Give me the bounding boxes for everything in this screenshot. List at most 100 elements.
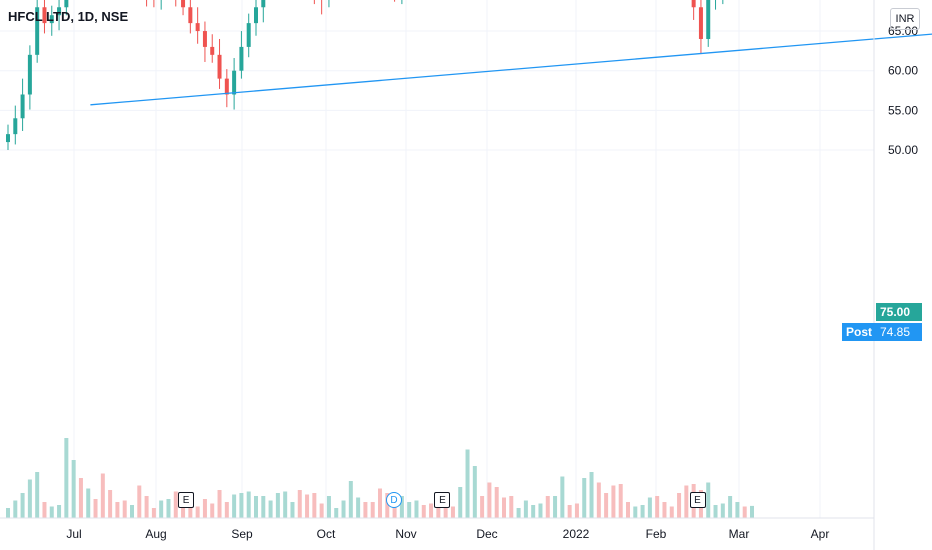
volume-bar [137,485,142,518]
volume-bar [640,505,645,518]
currency-button[interactable]: INR [890,8,920,30]
volume-bar [618,484,623,518]
last-price-tag: 75.00 [876,303,922,321]
x-tick-label: Dec [476,527,497,541]
volume-bar [494,487,499,518]
earnings-marker[interactable]: E [689,492,706,508]
volume-bar [480,496,485,518]
volume-bar [465,449,470,518]
volume-bar [538,503,543,518]
volume-bar [151,508,156,518]
volume-bar [392,503,397,518]
volume-bar [254,496,258,518]
candle-body [64,0,69,8]
volume-bar [341,500,346,518]
volume-bar [662,502,667,518]
candle-body [57,7,62,16]
x-tick-label: Apr [811,527,830,541]
volume-bar [356,497,361,518]
volume-bar [436,502,441,518]
volume-bar [188,502,193,518]
candle-body [239,46,244,71]
candle-body [202,31,207,47]
volume-bar [545,496,550,518]
volume-bar [611,485,616,518]
volume-bar [261,496,266,518]
volume-bar [429,503,434,518]
y-tick-label: 60.00 [888,64,918,78]
volume-bar [217,490,222,518]
volume-bar [239,493,244,518]
volume-bar [232,494,237,518]
volume-bar [421,505,426,518]
dividend-marker[interactable]: D [386,492,402,508]
volume-bar [414,500,419,518]
candles[interactable] [0,0,874,150]
volume-bar [108,490,113,518]
volume-bar [735,502,740,518]
volume-bar [35,472,40,518]
candle-body [254,7,258,24]
earnings-marker[interactable]: E [434,492,451,508]
volume-bar [720,503,725,518]
volume-bar [210,503,215,518]
candle-body [181,0,186,8]
volume-bar [290,502,295,518]
volume-bar [655,496,660,518]
volume-bar [531,505,536,518]
candle-body [210,46,215,55]
x-tick-label: Feb [646,527,667,541]
volume-bar [560,476,565,518]
volume-bar [348,481,353,518]
candle-body [188,7,193,24]
chart-title: HFCL LTD, 1D, NSE [8,9,129,24]
volume-bar [297,490,302,518]
volume-bar [275,493,280,518]
volume-bar [57,505,62,518]
candle-body [13,118,18,135]
volume-bar [42,502,47,518]
volume-bar [312,493,317,518]
volume-bar [224,502,229,518]
volume-bar [458,487,463,518]
x-tick-label: Sep [231,527,253,541]
volume-bar [553,496,558,518]
post-market-price: 74.85 [876,323,922,341]
volume-bar [246,491,251,518]
candle-body [706,0,711,39]
y-tick-label: 55.00 [888,103,918,117]
volume-bar [633,506,638,518]
candle-body [49,15,54,24]
volume-bar [750,505,754,518]
volume-bar [706,482,711,518]
volume-bar [443,508,448,518]
x-tick-label: Nov [395,527,416,541]
volume-bar [130,505,134,518]
channel-boundary [90,33,932,106]
volume-bar [13,500,18,518]
x-tick-label: Aug [145,527,166,541]
candle-body [217,54,222,79]
candle-body [35,7,40,55]
volume-bar [626,502,630,518]
volume-bar [334,508,339,518]
candle-body [20,94,25,119]
volume-bar [326,496,331,518]
volume-bar [472,466,477,518]
earnings-marker[interactable]: E [178,492,195,508]
post-market-label: Post [842,323,876,341]
volume-bar [684,485,689,518]
volume-bar [64,438,69,518]
grid [0,0,874,518]
volume-bar [450,506,455,518]
candle-body [6,134,10,143]
volume-bar [509,496,514,518]
trend-channel[interactable] [90,0,932,106]
candle-body [698,7,703,39]
x-tick-label: Mar [729,527,750,541]
volume-bar [567,505,572,518]
candle-body [232,70,237,95]
volume-bar [677,493,682,518]
